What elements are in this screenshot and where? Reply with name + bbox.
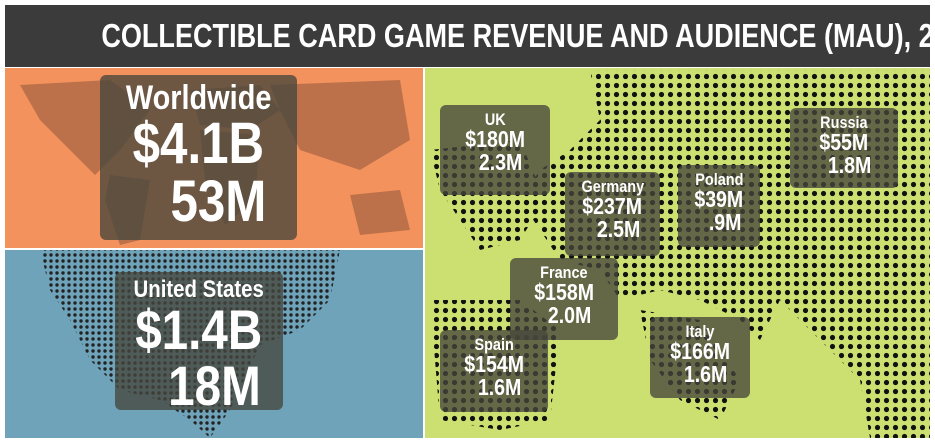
region-label-text: Germany <box>581 177 644 196</box>
region-revenue-text: $237M <box>582 193 643 219</box>
region-label-text: France <box>540 263 588 282</box>
region-label: UK <box>440 111 550 128</box>
title-text: COLLECTIBLE CARD GAME REVENUE AND AUDIEN… <box>101 17 935 54</box>
region-audience-text: 53M <box>170 169 267 234</box>
region-audience: 18M <box>115 358 283 414</box>
region-audience: .9M <box>678 211 760 234</box>
region-audience: 2.5M <box>565 218 660 241</box>
region-audience: 1.6M <box>440 376 548 399</box>
region-audience-text: 18M <box>167 354 261 417</box>
region-revenue: $55M <box>790 131 898 154</box>
region-label: Germany <box>565 178 660 195</box>
region-label-text: UK <box>484 110 506 129</box>
region-label-text: Spain <box>474 335 514 354</box>
region-audience-text: .9M <box>708 209 742 235</box>
region-revenue-text: $39M <box>694 186 744 212</box>
region-box: UK $180M 2.3M <box>440 105 550 195</box>
region-audience: 2.0M <box>510 304 618 327</box>
region-revenue-text: $166M <box>670 338 730 364</box>
region-label-text: Poland <box>694 170 744 189</box>
region-revenue: $180M <box>440 128 550 151</box>
region-audience: 1.8M <box>790 154 898 177</box>
region-label: Poland <box>678 171 760 188</box>
region-audience: 2.3M <box>440 151 550 174</box>
region-label: United States <box>115 278 283 302</box>
region-label-text: Italy <box>685 322 715 341</box>
region-label-text: Worldwide <box>125 79 272 117</box>
region-label-text: Russia <box>820 113 868 132</box>
region-box: France $158M 2.0M <box>510 258 618 340</box>
region-label: Worldwide <box>100 81 297 115</box>
region-revenue: $154M <box>440 353 548 376</box>
region-label-text: United States <box>133 276 265 303</box>
region-revenue-text: $55M <box>819 129 869 155</box>
region-box: Italy $166M 1.6M <box>650 317 750 398</box>
region-revenue-text: $154M <box>464 351 524 377</box>
region-box: United States $1.4B 18M <box>115 272 283 414</box>
region-box: Russia $55M 1.8M <box>790 108 898 188</box>
region-revenue: $158M <box>510 281 618 304</box>
region-audience-text: 1.6M <box>684 361 728 387</box>
region-audience: 53M <box>100 173 297 231</box>
region-audience-text: 2.5M <box>596 216 641 242</box>
region-revenue: $237M <box>565 195 660 218</box>
region-audience-text: 1.6M <box>478 374 522 400</box>
region-revenue: $166M <box>650 340 750 363</box>
region-audience-text: 1.8M <box>828 152 872 178</box>
region-box: Worldwide $4.1B 53M <box>100 75 297 240</box>
region-revenue: $4.1B <box>100 115 297 173</box>
region-box: Spain $154M 1.6M <box>440 330 548 412</box>
region-revenue-text: $1.4B <box>135 298 263 361</box>
region-audience-text: 2.0M <box>548 302 592 328</box>
region-revenue-text: $158M <box>534 279 594 305</box>
title: COLLECTIBLE CARD GAME REVENUE AND AUDIEN… <box>5 5 935 67</box>
region-revenue: $1.4B <box>115 302 283 358</box>
region-revenue-text: $4.1B <box>132 111 265 176</box>
region-audience-text: 2.3M <box>479 149 523 175</box>
region-revenue: $39M <box>678 188 760 211</box>
region-revenue-text: $180M <box>465 126 525 152</box>
region-box: Germany $237M 2.5M <box>565 172 660 256</box>
region-label: France <box>510 264 618 281</box>
region-label: Italy <box>650 323 750 340</box>
region-label: Russia <box>790 114 898 131</box>
region-label: Spain <box>440 336 548 353</box>
region-audience: 1.6M <box>650 363 750 386</box>
region-box: Poland $39M .9M <box>678 165 760 247</box>
